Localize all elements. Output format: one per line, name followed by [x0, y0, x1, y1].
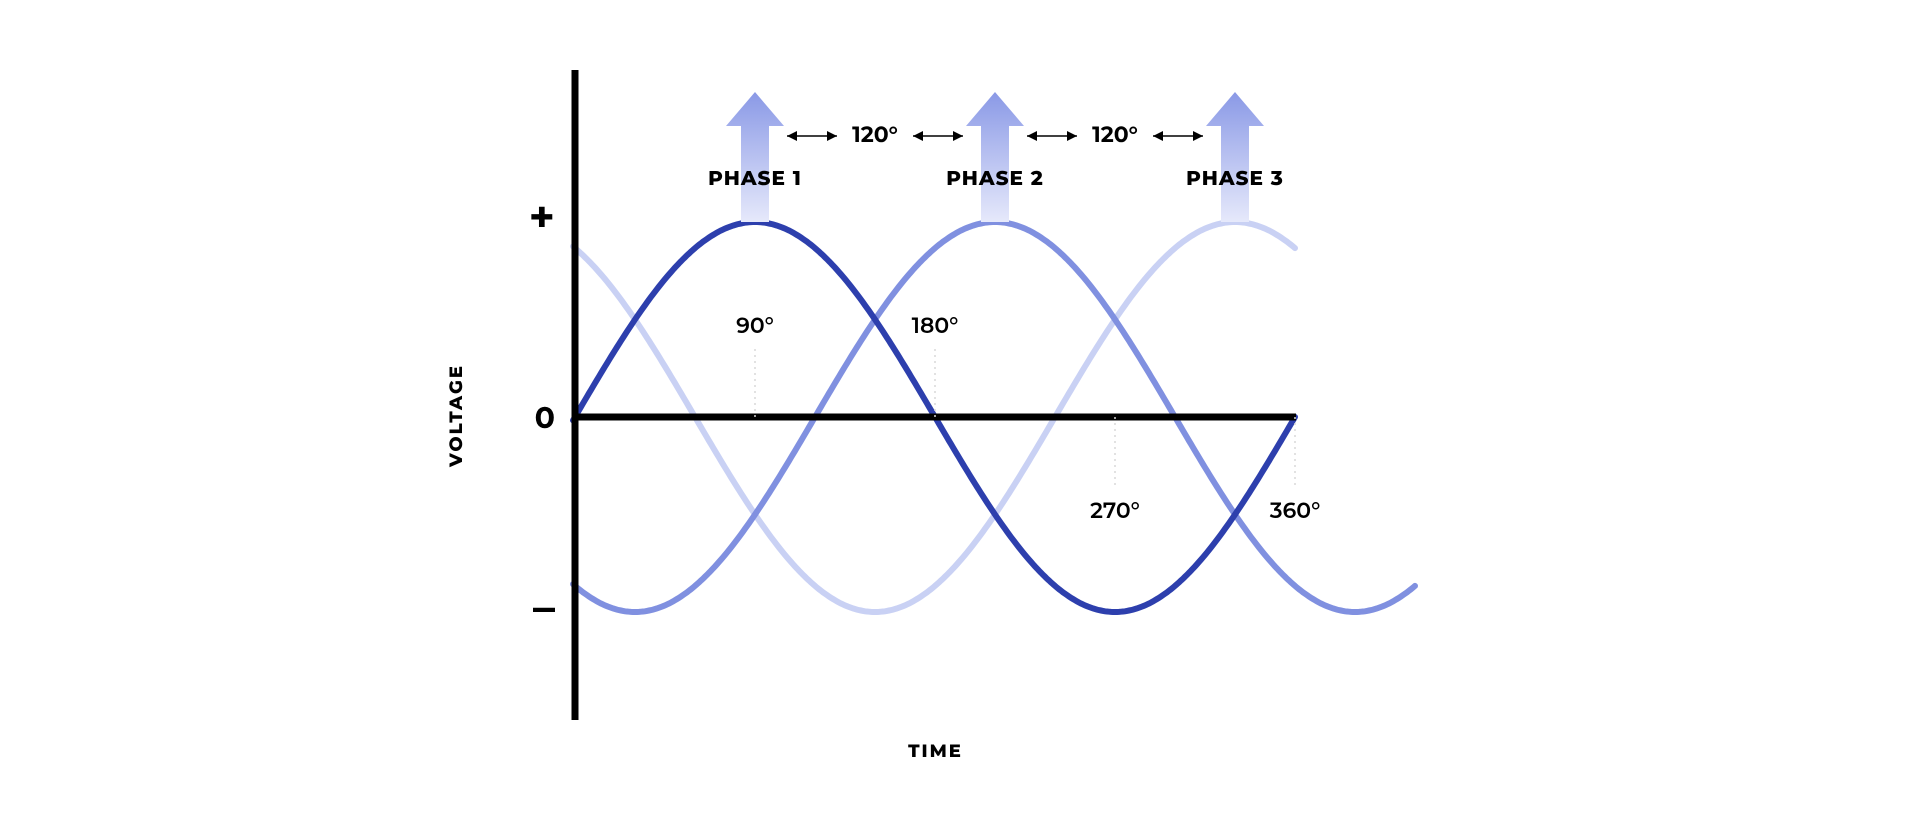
- separation-label-1: 120°: [840, 121, 910, 148]
- deg-90: 90°: [715, 312, 795, 339]
- ytick-minus: –: [505, 580, 555, 634]
- deg-270: 270°: [1075, 497, 1155, 524]
- phase2-label: PHASE 2: [925, 167, 1065, 191]
- deg-360: 360°: [1255, 497, 1335, 524]
- deg-180: 180°: [895, 312, 975, 339]
- phase-arrow-icon-1: [726, 92, 784, 222]
- phase-arrow-icon-3: [1206, 92, 1264, 222]
- phase1-label: PHASE 1: [685, 167, 825, 191]
- separation-arrow-icon: [913, 131, 963, 141]
- phase3-label: PHASE 3: [1165, 167, 1305, 191]
- y-axis-label: VOLTAGE: [445, 364, 467, 467]
- ytick-zero: 0: [505, 399, 555, 436]
- ytick-plus: +: [505, 190, 555, 244]
- separation-arrow-icon: [1153, 131, 1203, 141]
- separation-arrow-icon: [1027, 131, 1077, 141]
- x-axis-label: TIME: [896, 740, 976, 762]
- three-phase-diagram: VOLTAGE TIME + 0 – PHASE 1 PHASE 2 PHASE…: [0, 0, 1920, 834]
- separation-arrow-icon: [787, 131, 837, 141]
- phase-arrow-icon-2: [966, 92, 1024, 222]
- separation-label-2: 120°: [1080, 121, 1150, 148]
- chart-svg: [0, 0, 1920, 834]
